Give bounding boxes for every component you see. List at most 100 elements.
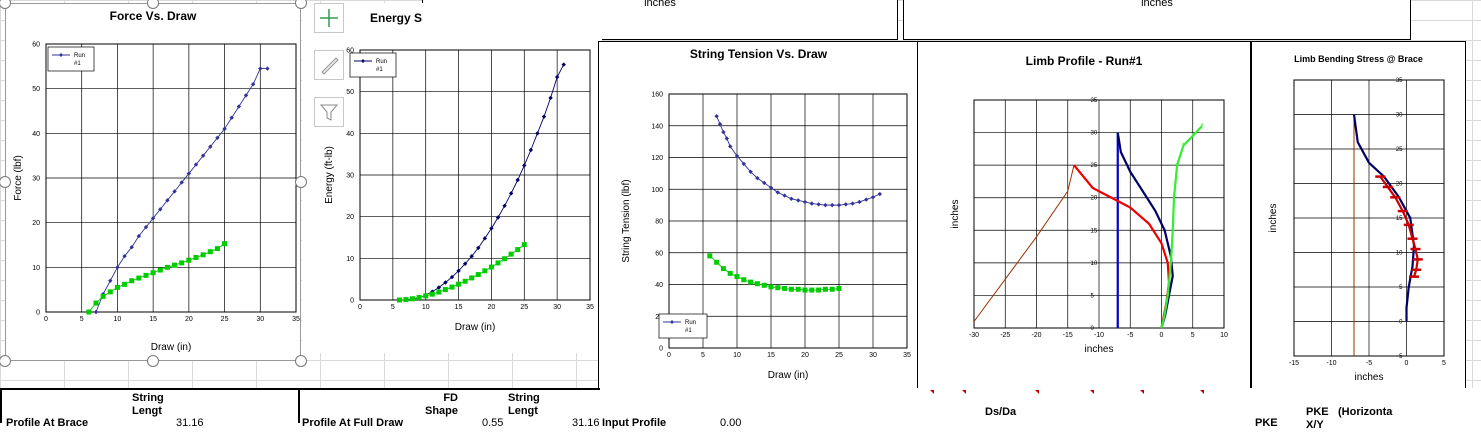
chart-styles-button[interactable] — [314, 50, 344, 80]
add-chart-element-button[interactable] — [314, 3, 344, 33]
data-point — [502, 203, 507, 209]
comment-indicator — [1200, 390, 1204, 394]
y-tick-label: 60 — [32, 42, 40, 49]
x-tick-label: 5 — [1191, 332, 1195, 339]
limb-bending-stress-chart[interactable]: Limb Bending Stress @ Brace -15 -10 -5 0 5 -5… — [1251, 41, 1466, 411]
resize-handle-left[interactable] — [0, 176, 11, 188]
data-point — [222, 241, 228, 247]
data-point — [143, 224, 149, 230]
resize-handle-bottom-left[interactable] — [0, 355, 11, 367]
chart-filters-button[interactable] — [314, 97, 344, 127]
string-tension-chart[interactable]: String Tension Vs. Draw 0510152025303502… — [598, 41, 919, 412]
string-tension-svg: 05101520253035020406080100120140160Draw … — [621, 92, 911, 382]
data-point: * — [1163, 311, 1166, 320]
data-point — [150, 216, 156, 221]
y-tick-label: 50 — [32, 86, 40, 93]
data-point — [489, 226, 494, 231]
force-vs-draw-chart[interactable]: Force Vs. Draw 0 5 10 15 20 25 30 35 0 10 20 30 40 50… — [5, 3, 301, 361]
cell-string-length-1[interactable]: String Lengt — [132, 392, 164, 417]
resize-handle-right[interactable] — [295, 176, 307, 188]
y-tick-label: 10 — [1091, 261, 1098, 267]
data-point — [403, 297, 409, 303]
cell-input-profile[interactable]: Input Profile — [602, 417, 667, 429]
x-tick-label: 15 — [149, 316, 157, 323]
cell-ds-da[interactable]: Ds/Da — [985, 406, 1017, 418]
cell-profile-at-full-draw[interactable]: Profile At Full Draw — [302, 417, 404, 429]
legend-label: Run — [685, 320, 696, 326]
series-line — [95, 68, 268, 313]
x-tick-label: -10 — [1094, 332, 1104, 339]
data-point — [877, 191, 882, 197]
y-tick-label: 40 — [655, 282, 663, 289]
funnel-icon — [319, 104, 339, 121]
cell-value-4[interactable]: 0.00 — [720, 417, 742, 429]
limb-profile-chart[interactable]: Limb Profile - Run#1 -30 -25 -20 -15 -10 -5 0 5… — [917, 41, 1251, 389]
series-line — [716, 116, 880, 206]
resize-handle-bottom[interactable] — [147, 355, 159, 367]
x-tick-label: 15 — [767, 352, 775, 359]
data-point — [717, 121, 723, 127]
data-point — [789, 196, 794, 201]
y-tick-label: 30 — [1091, 131, 1098, 137]
x-tick-label: 35 — [903, 352, 911, 359]
x-tick-label: 25 — [520, 304, 528, 311]
cell-value-2[interactable]: 0.55 — [482, 417, 504, 429]
x-tick-label: -5 — [1127, 332, 1133, 339]
limb-profile-svg: -30 -25 -20 -15 -10 -5 0 5 10 0 5 10 15 20 25 30 35 inche… — [950, 98, 1228, 355]
resize-handle-bottom-right[interactable] — [295, 355, 307, 367]
y-tick-label: 30 — [346, 173, 354, 180]
x-tick-label: 15 — [455, 304, 463, 311]
data-point — [809, 287, 815, 293]
cell-fd-shape[interactable]: FD Shape — [424, 392, 458, 417]
header-box-2[interactable]: inches — [903, 0, 1411, 40]
data-point — [258, 66, 263, 71]
cell-pke-xy[interactable]: PKE X/Y — [1306, 406, 1329, 431]
y-tick-label: 30 — [32, 176, 40, 183]
data-point — [475, 272, 481, 278]
energy-vs-draw-chart[interactable]: Energy S 0 5 10 15 20 25 30 35 0 10 20 30 40 50 60 Draw… — [302, 3, 602, 353]
resize-handle-top-left[interactable] — [0, 0, 11, 9]
data-point — [164, 264, 170, 270]
comment-indicator — [1140, 390, 1144, 394]
y-tick-label: 25 — [1091, 163, 1098, 169]
data-point — [462, 278, 468, 284]
data-point — [554, 74, 560, 80]
cell-value-3[interactable]: 31.16 — [572, 417, 600, 429]
data-point — [114, 284, 120, 290]
series-line — [1160, 125, 1203, 329]
x-axis-label: inches — [1085, 344, 1114, 355]
x-tick-label: 10 — [1220, 332, 1228, 339]
y-tick-label: 60 — [655, 250, 663, 257]
x-tick-label: -10 — [1326, 360, 1336, 367]
data-point — [761, 282, 767, 288]
y-axis-label: String Tension (lbf) — [621, 179, 632, 262]
data-point — [843, 202, 848, 207]
cell-border — [0, 388, 2, 423]
data-point — [829, 286, 835, 292]
data-point: * — [1201, 122, 1204, 131]
y-tick-label: 0 — [1091, 326, 1095, 332]
data-point — [795, 286, 801, 292]
data-point — [720, 266, 726, 272]
data-point — [143, 272, 149, 278]
y-tick-label: 10 — [346, 256, 354, 263]
resize-handle-top-right[interactable] — [295, 0, 307, 9]
y-tick-label: 35 — [1396, 78, 1403, 84]
y-tick-label: 120 — [651, 155, 663, 162]
data-point — [86, 309, 92, 315]
cell-pke[interactable]: PKE — [1255, 417, 1278, 429]
cell-string-length-2[interactable]: String Lengt — [508, 392, 540, 417]
data-point — [548, 95, 553, 101]
cell-profile-at-brace[interactable]: Profile At Brace — [6, 417, 89, 429]
y-tick-label: 10 — [1396, 251, 1403, 257]
cell-value-1[interactable]: 31.16 — [176, 417, 204, 429]
data-point: * — [1182, 142, 1185, 151]
data-point — [724, 136, 729, 141]
data-point — [243, 93, 249, 98]
resize-handle-top[interactable] — [147, 0, 159, 9]
data-point: * — [1166, 291, 1169, 300]
x-tick-label: 35 — [586, 304, 594, 311]
plot-area — [973, 99, 1225, 329]
y-tick-label: 20 — [1091, 196, 1098, 202]
cell-horizontal[interactable]: (Horizonta — [1338, 406, 1393, 418]
